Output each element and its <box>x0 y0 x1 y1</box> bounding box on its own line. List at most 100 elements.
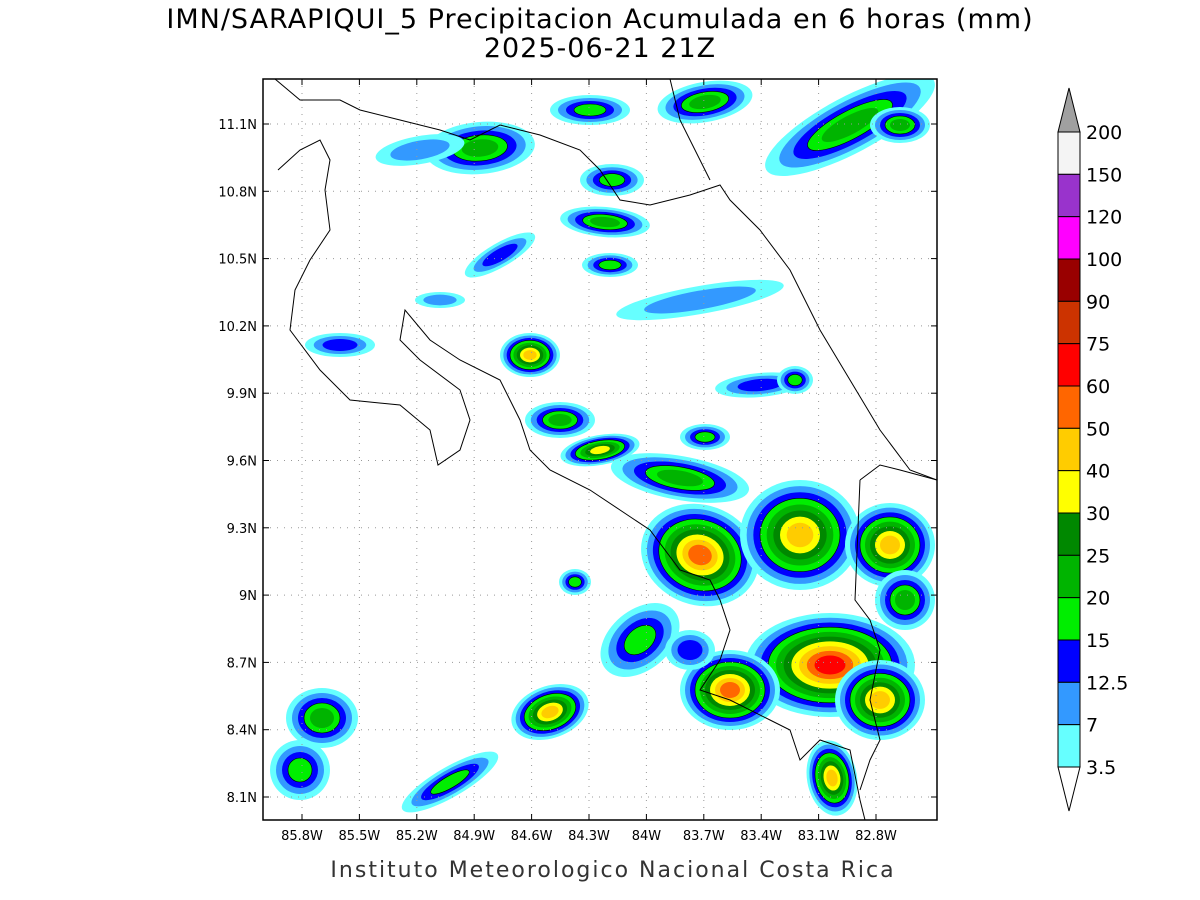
precip-contour <box>568 576 582 588</box>
lat-label: 8.7N <box>227 656 257 671</box>
precip-contour <box>890 119 910 131</box>
colorbar-box <box>1057 131 1081 175</box>
lat-label: 10.2N <box>218 320 257 335</box>
precip-contour <box>461 139 499 157</box>
precip-contour <box>720 682 740 698</box>
colorbar: 200 150 120 100 90 75 60 50 40 30 25 20 15 12.5 7 3.5 <box>1057 87 1128 812</box>
colorbar-label: 60 <box>1086 376 1110 398</box>
colorbar-box <box>1057 554 1081 599</box>
precip-contour <box>390 139 450 161</box>
precip-contour <box>656 469 704 487</box>
lat-label: 9.9N <box>227 387 257 402</box>
lat-label: 8.4N <box>227 724 257 739</box>
colorbar-box <box>1057 216 1081 260</box>
colorbar-label: 90 <box>1086 291 1110 313</box>
map-frame <box>262 78 938 821</box>
lon-label: 84W <box>632 829 662 844</box>
colorbar-box <box>1057 173 1081 218</box>
colorbar-box <box>1057 427 1081 472</box>
colorbar-label: 150 <box>1086 164 1122 186</box>
lon-label: 83.4W <box>740 829 782 844</box>
border-panama <box>854 464 937 791</box>
lon-label: 84.3W <box>568 829 610 844</box>
lat-label: 9.6N <box>227 455 257 470</box>
precip-contour <box>826 769 838 787</box>
precip-contour <box>590 445 610 455</box>
colorbar-label: 12.5 <box>1086 672 1128 694</box>
colorbar-label: 7 <box>1086 715 1098 737</box>
lat-label: 10.5N <box>218 253 257 268</box>
lat-label: 11.1N <box>218 118 257 133</box>
lon-label: 84.9W <box>453 829 495 844</box>
precip-contour <box>787 374 803 386</box>
precip-contour <box>423 294 457 306</box>
colorbar-box <box>1057 724 1081 768</box>
colorbar-box <box>1057 639 1081 683</box>
lon-label: 83.7W <box>683 829 725 844</box>
border-north <box>274 79 937 481</box>
footer: Instituto Meteorologico Nacional Costa R… <box>330 858 895 883</box>
precip-contour <box>598 259 622 271</box>
colorbar-label: 75 <box>1086 334 1110 356</box>
lon-label: 85.8W <box>281 829 323 844</box>
colorbar-box <box>1057 343 1081 387</box>
precip-contour <box>623 624 657 656</box>
precip-contour <box>482 243 518 267</box>
precip-contour <box>821 108 879 142</box>
precip-contour <box>573 103 607 117</box>
precip-contour <box>870 691 890 709</box>
colorbar-under <box>1057 766 1081 812</box>
coastlines <box>274 79 937 820</box>
precip-contour <box>598 173 626 187</box>
precip-contour <box>644 286 756 314</box>
precip-contour <box>737 378 783 392</box>
colorbar-label: 20 <box>1086 588 1110 610</box>
lon-label: 85.2W <box>396 829 438 844</box>
colorbar-over <box>1057 87 1081 133</box>
grid: 8.1N 8.4N 8.7N 9N 9.3N 9.6N 9.9N 10.2N 10.5N 10.8… <box>218 79 937 844</box>
lat-label: 9.3N <box>227 522 257 537</box>
colorbar-label: 40 <box>1086 461 1110 483</box>
colorbar-label: 30 <box>1086 503 1110 525</box>
colorbar-label: 25 <box>1086 545 1110 567</box>
lon-label: 83.1W <box>798 829 840 844</box>
colorbar-label: 120 <box>1086 207 1122 229</box>
colorbar-label: 3.5 <box>1086 757 1116 779</box>
lon-label: 85.5W <box>338 829 380 844</box>
precip-contour <box>523 350 537 360</box>
colorbar-box <box>1057 258 1081 302</box>
lat-label: 8.1N <box>227 791 257 806</box>
precip-contour <box>287 757 313 783</box>
title: IMN/SARAPIQUI_5 Precipitacion Acumulada … <box>166 4 1033 35</box>
colorbar-box <box>1057 512 1081 556</box>
precip-contour <box>895 590 915 610</box>
lat-label: 10.8N <box>218 185 257 200</box>
lon-label: 84.6W <box>511 829 553 844</box>
colorbar-label: 50 <box>1086 418 1110 440</box>
precip-field <box>270 79 935 816</box>
colorbar-label: 200 <box>1086 122 1122 144</box>
precip-contour <box>310 708 334 728</box>
colorbar-label: 15 <box>1086 630 1110 652</box>
lon-label: 82.8W <box>855 829 897 844</box>
precip-contour <box>541 705 559 719</box>
precip-contour <box>677 640 703 660</box>
colorbar-box <box>1057 681 1081 726</box>
precip-contour <box>688 544 712 566</box>
precip-contour <box>590 216 620 228</box>
precip-contour <box>322 339 358 351</box>
lat-label: 9N <box>239 589 257 604</box>
precip-contour <box>430 769 470 795</box>
precip-contour <box>548 414 572 426</box>
colorbar-box <box>1057 470 1081 514</box>
colorbar-box <box>1057 597 1081 641</box>
precip-contour <box>689 94 721 110</box>
precip-contour <box>786 522 814 548</box>
precip-contour <box>694 431 716 443</box>
precip-contour <box>880 535 900 555</box>
pacific-coast <box>277 139 866 820</box>
colorbar-label: 100 <box>1086 249 1122 271</box>
subtitle: 2025-06-21 21Z <box>484 33 716 64</box>
precip-contour <box>814 655 846 675</box>
